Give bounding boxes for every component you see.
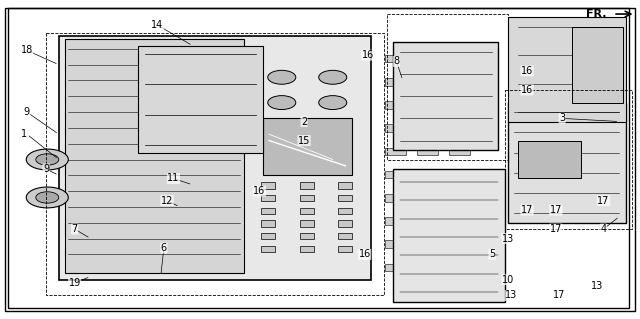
Bar	[449, 55, 470, 63]
Text: 3: 3	[559, 113, 565, 123]
Text: 16: 16	[521, 85, 533, 95]
Bar	[417, 194, 438, 202]
Bar	[300, 220, 314, 226]
Text: 1: 1	[20, 129, 27, 139]
Bar	[449, 148, 470, 155]
Bar	[385, 263, 406, 271]
Bar	[261, 182, 275, 189]
Bar	[338, 195, 352, 201]
Text: 16: 16	[253, 186, 266, 196]
Bar	[300, 182, 314, 189]
Circle shape	[36, 192, 59, 203]
Text: 11: 11	[167, 174, 180, 183]
Bar	[300, 233, 314, 239]
Bar	[385, 240, 406, 248]
Bar	[449, 240, 470, 248]
Circle shape	[268, 70, 296, 84]
Text: 17: 17	[550, 224, 562, 234]
Bar	[449, 194, 470, 202]
Bar	[385, 194, 406, 202]
Text: 13: 13	[502, 234, 514, 243]
Bar	[385, 217, 406, 225]
Bar	[385, 55, 406, 63]
Bar	[338, 233, 352, 239]
Bar	[449, 124, 470, 132]
Text: 7: 7	[72, 224, 78, 234]
Polygon shape	[65, 39, 244, 273]
Text: 6: 6	[161, 243, 167, 253]
Text: 15: 15	[298, 136, 310, 145]
Bar	[394, 42, 499, 150]
Bar	[417, 217, 438, 225]
Bar	[262, 118, 352, 175]
Bar	[518, 141, 581, 178]
Bar	[300, 208, 314, 214]
Bar	[261, 220, 275, 226]
Bar	[417, 124, 438, 132]
Circle shape	[26, 149, 68, 170]
Bar	[338, 182, 352, 189]
Bar	[449, 263, 470, 271]
Circle shape	[26, 187, 68, 208]
Text: 19: 19	[68, 278, 81, 288]
Text: 4: 4	[600, 224, 607, 234]
Text: 17: 17	[553, 291, 565, 300]
Bar	[261, 195, 275, 201]
Bar	[385, 171, 406, 178]
Bar	[417, 78, 438, 85]
Bar	[449, 78, 470, 85]
Text: 13: 13	[505, 291, 517, 300]
Bar	[385, 124, 406, 132]
Bar	[261, 246, 275, 252]
Bar	[449, 171, 470, 178]
Text: 18: 18	[20, 45, 33, 56]
Bar	[449, 217, 470, 225]
Text: 2: 2	[301, 116, 307, 127]
Bar	[385, 148, 406, 155]
Bar	[261, 208, 275, 214]
Text: 17: 17	[550, 205, 562, 215]
Bar	[338, 246, 352, 252]
Bar	[138, 46, 262, 153]
Polygon shape	[59, 36, 371, 280]
Bar	[338, 208, 352, 214]
Bar	[338, 220, 352, 226]
Bar	[417, 240, 438, 248]
Text: 9: 9	[43, 164, 49, 174]
Circle shape	[36, 154, 59, 165]
Bar	[417, 171, 438, 178]
Text: 13: 13	[591, 281, 604, 291]
Bar	[417, 101, 438, 109]
Text: 17: 17	[597, 196, 610, 206]
Text: FR.: FR.	[586, 9, 607, 19]
Bar	[261, 233, 275, 239]
Text: 17: 17	[521, 205, 533, 215]
Bar	[417, 148, 438, 155]
Bar	[508, 17, 626, 122]
Circle shape	[319, 70, 347, 84]
Bar	[385, 101, 406, 109]
Bar	[417, 263, 438, 271]
Bar	[300, 246, 314, 252]
Bar	[449, 101, 470, 109]
Bar	[394, 169, 505, 302]
Text: 5: 5	[489, 249, 495, 259]
Bar	[508, 103, 626, 223]
Circle shape	[268, 96, 296, 109]
Bar	[572, 27, 623, 103]
Text: 10: 10	[502, 275, 514, 285]
Text: 16: 16	[358, 249, 371, 259]
Bar	[300, 195, 314, 201]
Text: 14: 14	[152, 20, 164, 30]
Text: 8: 8	[394, 56, 399, 66]
Text: 9: 9	[24, 107, 30, 117]
Bar	[417, 55, 438, 63]
Circle shape	[319, 96, 347, 109]
Bar	[385, 78, 406, 85]
Text: 16: 16	[521, 66, 533, 76]
Text: 12: 12	[161, 196, 173, 206]
Text: 16: 16	[362, 50, 374, 60]
